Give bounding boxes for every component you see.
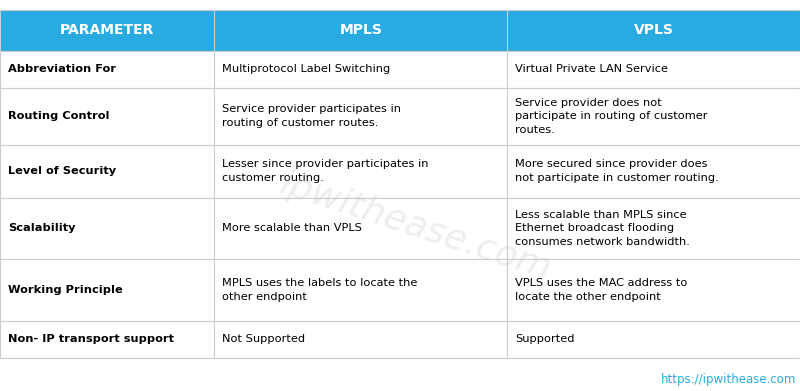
Text: Routing Control: Routing Control — [8, 111, 110, 121]
Text: VPLS uses the MAC address to
locate the other endpoint: VPLS uses the MAC address to locate the … — [515, 278, 687, 302]
Bar — [214, 197, 507, 259]
Bar — [214, 10, 507, 51]
Bar — [507, 10, 800, 51]
Bar — [0, 51, 214, 88]
Bar — [507, 259, 800, 321]
Text: More secured since provider does
not participate in customer routing.: More secured since provider does not par… — [515, 160, 719, 183]
Bar — [507, 51, 800, 88]
Text: Working Principle: Working Principle — [8, 285, 122, 295]
Text: ipwithease.com: ipwithease.com — [276, 167, 556, 287]
Bar — [214, 51, 507, 88]
Text: Non- IP transport support: Non- IP transport support — [8, 334, 174, 344]
Text: Abbreviation For: Abbreviation For — [8, 64, 116, 74]
Bar — [0, 197, 214, 259]
Bar — [507, 88, 800, 145]
Text: MPLS: MPLS — [339, 23, 382, 38]
Text: MPLS uses the labels to locate the
other endpoint: MPLS uses the labels to locate the other… — [222, 278, 418, 302]
Bar — [0, 145, 214, 197]
Bar — [214, 145, 507, 197]
Text: More scalable than VPLS: More scalable than VPLS — [222, 224, 362, 233]
Text: Virtual Private LAN Service: Virtual Private LAN Service — [515, 64, 668, 74]
Text: Supported: Supported — [515, 334, 574, 344]
Text: Not Supported: Not Supported — [222, 334, 306, 344]
Text: https://ipwithease.com: https://ipwithease.com — [661, 373, 796, 386]
Text: Multiprotocol Label Switching: Multiprotocol Label Switching — [222, 64, 390, 74]
Bar — [0, 321, 214, 358]
Bar — [0, 10, 214, 51]
Text: PARAMETER: PARAMETER — [60, 23, 154, 38]
Text: Level of Security: Level of Security — [8, 166, 116, 176]
Bar — [507, 145, 800, 197]
Bar — [507, 197, 800, 259]
Bar — [0, 259, 214, 321]
Bar — [214, 259, 507, 321]
Bar — [214, 321, 507, 358]
Text: Service provider does not
participate in routing of customer
routes.: Service provider does not participate in… — [515, 98, 708, 135]
Bar — [0, 88, 214, 145]
Bar — [507, 321, 800, 358]
Text: VPLS: VPLS — [634, 23, 674, 38]
Text: Lesser since provider participates in
customer routing.: Lesser since provider participates in cu… — [222, 160, 429, 183]
Text: Service provider participates in
routing of customer routes.: Service provider participates in routing… — [222, 104, 402, 128]
Text: Scalability: Scalability — [8, 224, 75, 233]
Bar — [214, 88, 507, 145]
Text: Less scalable than MPLS since
Ethernet broadcast flooding
consumes network bandw: Less scalable than MPLS since Ethernet b… — [515, 210, 690, 247]
